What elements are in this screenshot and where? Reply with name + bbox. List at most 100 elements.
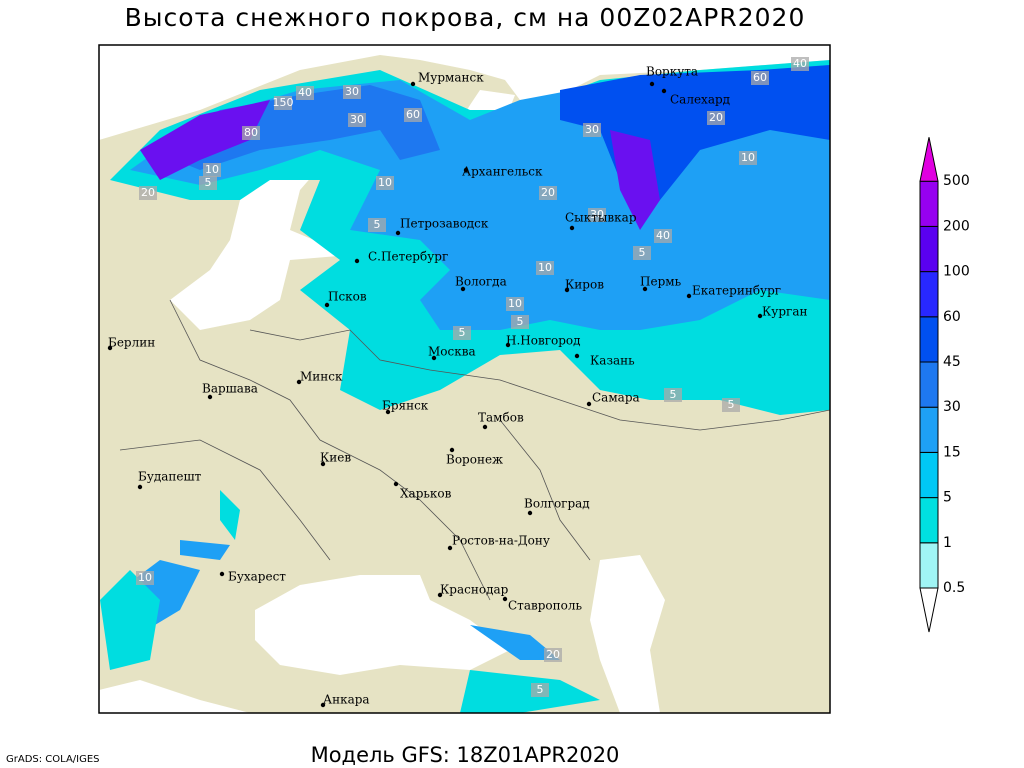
city-dot [505, 342, 511, 348]
contour-label: 80 [244, 126, 258, 139]
city-dot [107, 345, 113, 351]
city-label: Анкара [323, 693, 370, 707]
contour-label-box [654, 229, 672, 243]
city-label: Воркута [646, 65, 698, 79]
mediterranean [99, 680, 250, 713]
city-label: Вологда [455, 275, 507, 289]
snow-south-light [100, 490, 600, 713]
city-dot [431, 355, 437, 361]
contour-label-box [536, 261, 554, 275]
city-dot [686, 293, 692, 299]
city-label: Казань [590, 354, 635, 368]
city-label: Берлин [108, 336, 155, 350]
contour-label-box [588, 208, 606, 222]
city-label: Волгоград [524, 497, 590, 511]
contour-label: 40 [793, 57, 807, 70]
contour-label-box [539, 186, 557, 200]
colorbar-segment [919, 180, 939, 227]
contour-label: 10 [378, 176, 392, 189]
arctic-sea [99, 45, 830, 140]
contour-label: 40 [656, 229, 670, 242]
city-dot [320, 461, 326, 467]
city-dot [410, 81, 416, 87]
colorbar-level: 200 [943, 218, 970, 234]
city-dot [395, 230, 401, 236]
city-label: Мурманск [418, 71, 484, 85]
colorbar-level: 100 [943, 264, 970, 280]
colorbar-segment [919, 406, 939, 453]
snow-south [120, 540, 560, 660]
credit: GrADS: COLA/IGES [6, 754, 100, 765]
contour-label: 20 [141, 186, 155, 199]
colorbar-level: 500 [943, 173, 970, 189]
contour-label: 30 [590, 208, 604, 221]
contour-label: 10 [538, 261, 552, 274]
city-label: Ростов-на-Дону [452, 534, 550, 548]
colorbar-segment [919, 361, 939, 408]
borders [119, 299, 830, 601]
city-dot [137, 484, 143, 490]
contour-label: 60 [753, 71, 767, 84]
city-label: Самара [592, 391, 640, 405]
caspian-sea [590, 555, 665, 713]
contour-label-box [404, 108, 422, 122]
colorbar-segment [919, 137, 939, 182]
contour-label: 30 [585, 123, 599, 136]
city-label: Курган [762, 305, 807, 319]
contour-label-box [274, 96, 292, 110]
city-label: Екатеринбург [692, 284, 781, 298]
colorbar-level: 15 [943, 444, 961, 460]
city-label: Харьков [400, 487, 452, 501]
contour-label-box [707, 111, 725, 125]
colorbar-level: 30 [943, 399, 961, 415]
city-dot [320, 702, 326, 708]
colorbar-segment [919, 316, 939, 363]
contour-label-box [751, 71, 769, 85]
city-dot [449, 447, 455, 453]
contour-label-box [199, 176, 217, 190]
contour-label: 30 [345, 85, 359, 98]
city-dot [502, 596, 508, 602]
colorbar-segment [919, 587, 939, 633]
city-dot [574, 353, 580, 359]
city-label: Псков [328, 290, 367, 304]
contour-label-box [531, 683, 549, 697]
colorbar-level: 45 [943, 354, 961, 370]
city-label: Н.Новгород [506, 334, 581, 348]
city-label: Минск [300, 370, 343, 384]
city-dot [649, 81, 655, 87]
contour-label: 30 [350, 113, 364, 126]
city-dot [207, 394, 213, 400]
city-dot [527, 510, 533, 516]
contour-label: 5 [459, 326, 466, 339]
colorbar-level: 5 [943, 490, 952, 506]
contour-label-box [136, 571, 154, 585]
city-label: Воронеж [446, 453, 503, 467]
city-dot [564, 287, 570, 293]
contour-label: 5 [670, 388, 677, 401]
colorbar-segment [919, 225, 939, 273]
contour-label-box [343, 85, 361, 99]
city-dot [385, 409, 391, 415]
city-dot [642, 286, 648, 292]
colorbar-segment [919, 542, 939, 589]
contour-label: 10 [508, 297, 522, 310]
city-label: Пермь [640, 275, 682, 289]
contour-label-box [511, 315, 529, 329]
city-label: Петрозаводск [400, 217, 489, 231]
contour-label: 5 [639, 246, 646, 259]
contour-label-box [544, 648, 562, 662]
contour-label: 10 [138, 571, 152, 584]
contour-label-box [368, 218, 386, 232]
colorbar-level: 0.5 [943, 580, 965, 596]
contour-label-box [348, 113, 366, 127]
contour-label: 20 [546, 648, 560, 661]
city-label: Архангельск [462, 165, 543, 179]
contour-label-box [664, 388, 682, 402]
colorbar-level: 1 [943, 535, 952, 551]
contour-label: 5 [205, 176, 212, 189]
colorbar-segment [919, 451, 939, 499]
contour-label-box [506, 297, 524, 311]
